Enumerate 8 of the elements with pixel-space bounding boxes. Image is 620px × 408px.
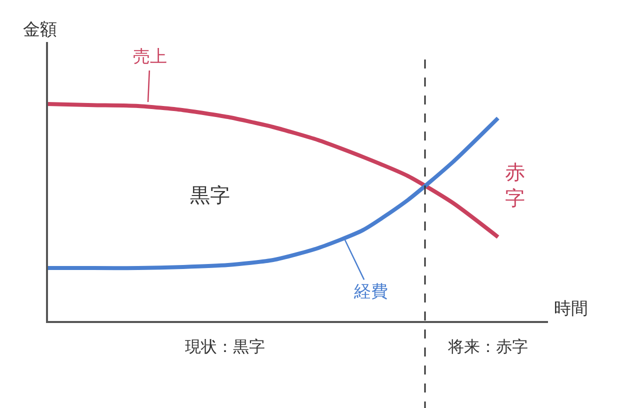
text: 売上 [133, 47, 167, 67]
text: 現状：黒字 [185, 337, 265, 356]
text: 経費 [353, 282, 388, 302]
annotation: 赤字 [505, 160, 525, 210]
x-axis-title: 時間 [554, 299, 588, 319]
annotation: 黒字 [190, 183, 230, 207]
y-axis-title: 金額 [23, 20, 57, 40]
text: 将来：赤字 [447, 337, 528, 356]
